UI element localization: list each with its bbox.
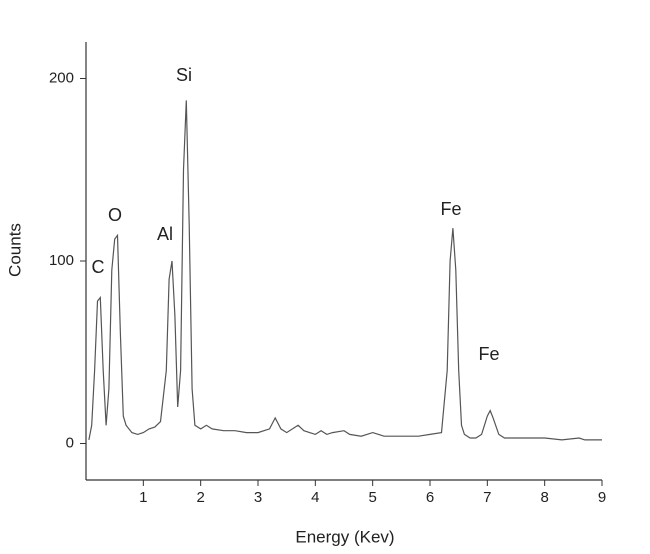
- peak-label: Si: [176, 65, 192, 85]
- peak-label: C: [92, 257, 105, 277]
- x-axis-label: Energy (Kev): [295, 527, 394, 546]
- peak-label: Fe: [478, 344, 499, 364]
- x-tick-label: 1: [139, 489, 147, 506]
- spectrum-line: [88, 100, 602, 441]
- y-axis-label: Counts: [5, 223, 24, 277]
- y-tick-label: 0: [66, 434, 74, 451]
- x-tick-label: 4: [311, 489, 319, 506]
- x-tick-label: 9: [598, 489, 606, 506]
- x-tick-label: 8: [540, 489, 548, 506]
- peak-label: Fe: [440, 199, 461, 219]
- y-tick-label: 200: [49, 69, 74, 86]
- y-tick-label: 100: [49, 252, 74, 269]
- x-tick-label: 6: [426, 489, 434, 506]
- x-tick-label: 3: [254, 489, 262, 506]
- peak-label: O: [108, 205, 122, 225]
- x-tick-label: 2: [196, 489, 204, 506]
- x-tick-label: 5: [368, 489, 376, 506]
- peak-label: Al: [157, 224, 173, 244]
- x-tick-label: 7: [483, 489, 491, 506]
